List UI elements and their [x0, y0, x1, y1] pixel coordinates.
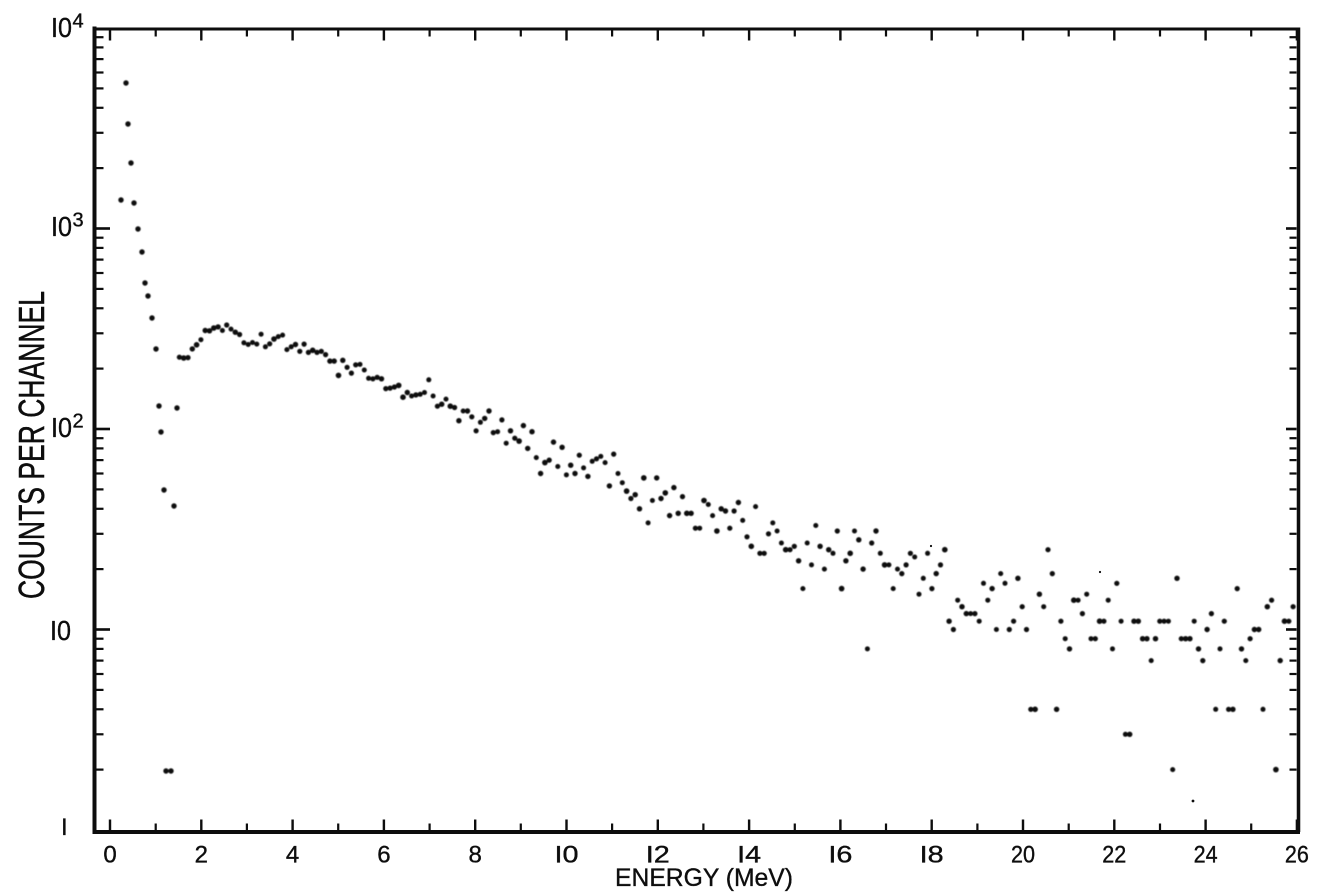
svg-text:I0: I0	[51, 412, 72, 443]
svg-text:22: 22	[1102, 842, 1126, 869]
svg-text:4: 4	[73, 11, 84, 33]
svg-text:I4: I4	[737, 842, 761, 869]
svg-text:2: 2	[195, 842, 208, 869]
svg-text:3: 3	[73, 210, 84, 232]
svg-text:26: 26	[1285, 842, 1309, 869]
svg-text:20: 20	[1011, 842, 1035, 869]
svg-text:COUNTS PER CHANNEL: COUNTS PER CHANNEL	[11, 291, 52, 599]
svg-text:I2: I2	[646, 842, 670, 869]
svg-text:I8: I8	[920, 842, 944, 869]
svg-text:I0: I0	[51, 12, 72, 43]
svg-text:I0: I0	[555, 842, 579, 869]
svg-text:4: 4	[286, 842, 299, 869]
svg-text:8: 8	[469, 842, 482, 869]
svg-text:I0: I0	[51, 211, 72, 242]
svg-text:I6: I6	[828, 842, 852, 869]
svg-text:0: 0	[103, 842, 116, 869]
svg-text:2: 2	[73, 411, 84, 433]
svg-text:I: I	[61, 814, 68, 841]
svg-text:ENERGY (MeV): ENERGY (MeV)	[615, 864, 793, 892]
svg-text:I0: I0	[50, 615, 71, 646]
svg-text:6: 6	[377, 842, 390, 869]
svg-text:24: 24	[1194, 842, 1218, 869]
